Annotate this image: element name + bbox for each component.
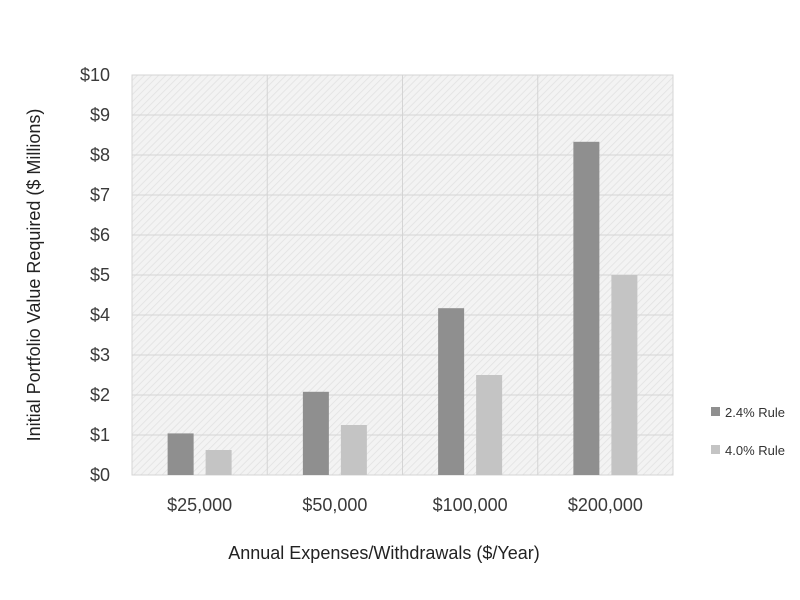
y-tick-label: $3 xyxy=(90,345,110,365)
bar-series-1 xyxy=(167,433,194,475)
bar-series-1 xyxy=(302,391,329,475)
y-tick-label: $0 xyxy=(90,465,110,485)
bar-series-2 xyxy=(340,425,367,475)
legend-label: 2.4% Rule xyxy=(725,405,785,420)
bar-series-2 xyxy=(476,375,503,475)
y-tick-label: $5 xyxy=(90,265,110,285)
y-axis-title: Initial Portfolio Value Required ($ Mill… xyxy=(24,109,44,442)
bar-series-1 xyxy=(438,308,465,475)
legend: 2.4% Rule 4.0% Rule xyxy=(711,405,785,458)
y-tick-label: $8 xyxy=(90,145,110,165)
y-tick-label: $4 xyxy=(90,305,110,325)
x-tick-label: $25,000 xyxy=(167,495,232,515)
x-tick-label: $100,000 xyxy=(433,495,508,515)
y-tick-label: $7 xyxy=(90,185,110,205)
x-axis-tick-labels: $25,000 $50,000 $100,000 $200,000 xyxy=(167,495,643,515)
x-axis-title: Annual Expenses/Withdrawals ($/Year) xyxy=(228,543,540,563)
legend-label: 4.0% Rule xyxy=(725,443,785,458)
bar-series-2 xyxy=(205,450,232,475)
y-tick-label: $6 xyxy=(90,225,110,245)
y-tick-label: $10 xyxy=(80,65,110,85)
x-tick-label: $50,000 xyxy=(302,495,367,515)
y-axis-tick-labels: $0 $1 $2 $3 $4 $5 $6 $7 $8 $9 $10 xyxy=(80,65,110,485)
vertical-gridlines xyxy=(266,75,539,475)
legend-swatch xyxy=(711,445,720,454)
y-tick-label: $9 xyxy=(90,105,110,125)
bars xyxy=(167,141,638,476)
bar-series-2 xyxy=(611,275,638,475)
bar-series-1 xyxy=(573,141,600,476)
y-tick-label: $1 xyxy=(90,425,110,445)
y-tick-label: $2 xyxy=(90,385,110,405)
legend-swatch xyxy=(711,407,720,416)
x-tick-label: $200,000 xyxy=(568,495,643,515)
